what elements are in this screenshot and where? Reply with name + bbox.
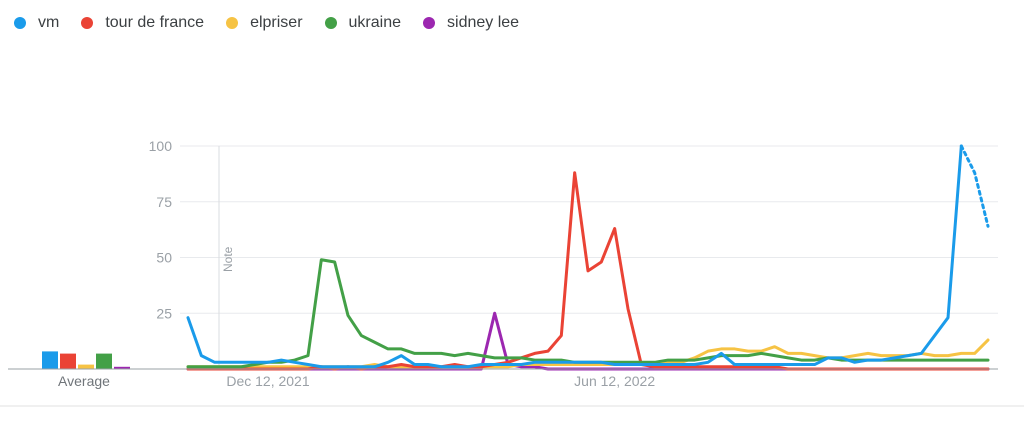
legend-dot-icon (14, 17, 26, 29)
average-bars (42, 351, 130, 369)
x-tick-label: Dec 12, 2021 (226, 373, 309, 389)
legend-label: vm (38, 14, 60, 31)
y-tick-label: 75 (156, 194, 172, 210)
y-tick-labels: 25 50 75 100 (149, 138, 173, 321)
legend-item-vm[interactable]: vm (14, 14, 59, 32)
legend-label: tour de france (105, 14, 205, 31)
legend-dot-icon (324, 17, 337, 29)
legend-label: ukraine (348, 14, 402, 31)
y-tick-label: 100 (149, 138, 173, 154)
average-bar-elpriser[interactable] (78, 364, 94, 369)
x-tick-label: Jun 12, 2022 (574, 373, 655, 389)
legend-item-elpriser[interactable]: elpriser (226, 14, 303, 32)
x-tick-labels: Dec 12, 2021 Jun 12, 2022 (226, 373, 655, 389)
average-bar-sidney-lee[interactable] (114, 366, 130, 369)
legend-dot-icon (81, 17, 94, 29)
y-tick-label: 25 (156, 305, 172, 321)
legend-label: elpriser (250, 14, 303, 31)
legend: vm tour de france elpriser ukraine sidne… (14, 14, 541, 32)
series-line-vm[interactable] (186, 144, 963, 369)
legend-item-ukraine[interactable]: ukraine (324, 14, 402, 32)
average-bar-ukraine[interactable] (96, 353, 112, 369)
legend-item-sidney-lee[interactable]: sidney lee (423, 14, 519, 32)
legend-label: sidney lee (447, 14, 520, 31)
y-tick-label: 50 (156, 250, 172, 266)
series-line-partial-vm (959, 144, 990, 228)
average-label: Average (58, 373, 110, 389)
average-bar-vm[interactable] (42, 351, 58, 369)
legend-dot-icon (423, 17, 436, 29)
note-annotation: Note (221, 246, 235, 272)
legend-dot-icon (226, 17, 239, 29)
grid-lines (180, 145, 998, 314)
legend-item-tour-de-france[interactable]: tour de france (81, 14, 204, 32)
average-bar-tour-de-france[interactable] (60, 353, 76, 369)
